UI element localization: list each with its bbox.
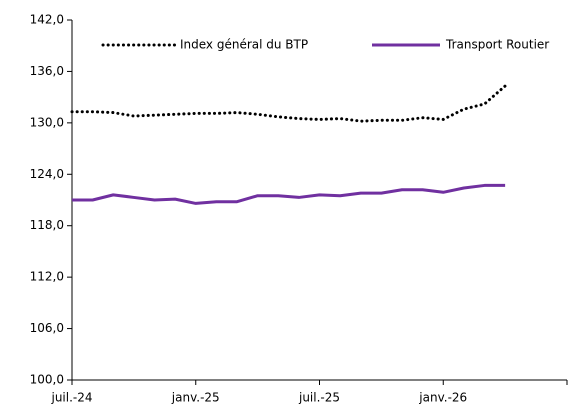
- legend-label: Transport Routier: [445, 38, 549, 52]
- y-tick-label: 136,0: [30, 64, 64, 78]
- y-tick-label: 124,0: [30, 167, 64, 181]
- x-tick-label: juil.-24: [50, 391, 92, 405]
- y-tick-label: 130,0: [30, 115, 64, 129]
- series-line: [72, 183, 506, 205]
- y-tick-label: 142,0: [30, 13, 64, 27]
- y-tick-label: 118,0: [30, 218, 64, 232]
- x-tick-label: janv.-26: [418, 391, 467, 405]
- x-tick-label: janv.-25: [171, 391, 220, 405]
- series-line: [70, 84, 507, 123]
- legend-label: Index général du BTP: [180, 38, 308, 52]
- y-tick-label: 112,0: [30, 270, 64, 284]
- y-tick-label: 106,0: [30, 321, 64, 335]
- y-tick-label: 100,0: [30, 373, 64, 387]
- x-tick-label: juil.-25: [298, 391, 340, 405]
